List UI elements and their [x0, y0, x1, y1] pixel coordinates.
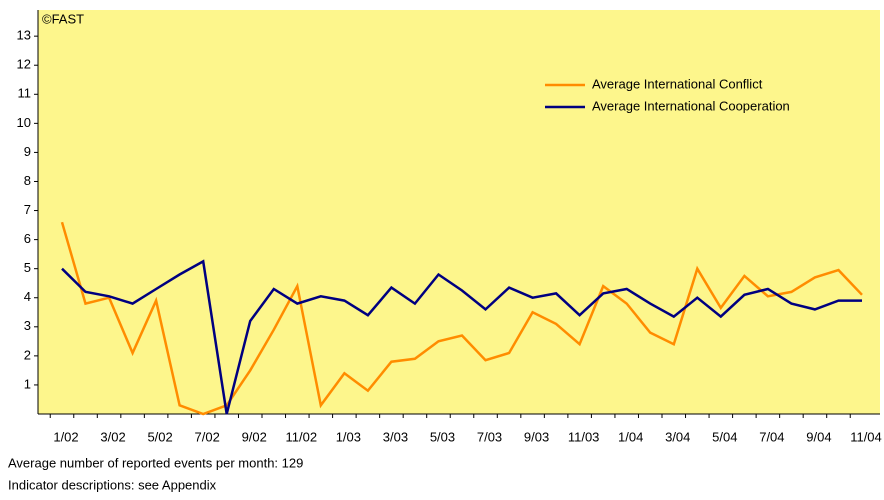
y-tick-label: 2 [24, 347, 31, 362]
x-tick-label: 11/02 [286, 429, 318, 444]
y-tick-label: 6 [24, 231, 31, 246]
x-tick-label: 9/02 [242, 429, 267, 444]
annotation: ©FAST [42, 11, 84, 26]
legend-label: Average International Cooperation [592, 98, 790, 113]
y-tick-label: 4 [24, 289, 31, 304]
x-tick-label: 5/04 [712, 429, 737, 444]
x-tick-label: 1/02 [53, 429, 78, 444]
x-tick-label: 7/03 [477, 429, 502, 444]
y-tick-label: 7 [24, 202, 31, 217]
series-line [61, 259, 862, 415]
note: Indicator descriptions: see Appendix [8, 477, 217, 492]
x-tick-label: 9/04 [806, 429, 831, 444]
x-tick-label: 5/03 [430, 429, 455, 444]
plot-area [38, 10, 880, 414]
x-tick-label: 3/04 [665, 429, 690, 444]
y-tick-label: 8 [24, 173, 31, 188]
x-tick-label: 1/03 [336, 429, 361, 444]
y-tick-label: 5 [24, 260, 31, 275]
x-tick-label: 7/04 [759, 429, 784, 444]
x-tick-label: 7/02 [195, 429, 220, 444]
x-tick-label: 3/02 [100, 429, 125, 444]
x-tick-label: 1/04 [618, 429, 643, 444]
y-tick-label: 3 [24, 318, 31, 333]
series-line [60, 221, 863, 416]
y-tick-label: 9 [24, 144, 31, 159]
y-tick-label: 11 [18, 86, 32, 101]
x-tick-label: 11/03 [568, 429, 600, 444]
y-tick-label: 12 [17, 57, 31, 72]
x-tick-label: 3/03 [383, 429, 408, 444]
legend-label: Average International Conflict [592, 76, 763, 91]
x-tick-label: 5/02 [147, 429, 172, 444]
y-tick-label: 1 [24, 376, 31, 391]
y-tick-label: 10 [17, 115, 31, 130]
x-tick-label: 9/03 [524, 429, 549, 444]
note: Average number of reported events per mo… [8, 455, 303, 470]
x-tick-label: 11/04 [850, 429, 882, 444]
y-tick-label: 13 [17, 28, 31, 43]
